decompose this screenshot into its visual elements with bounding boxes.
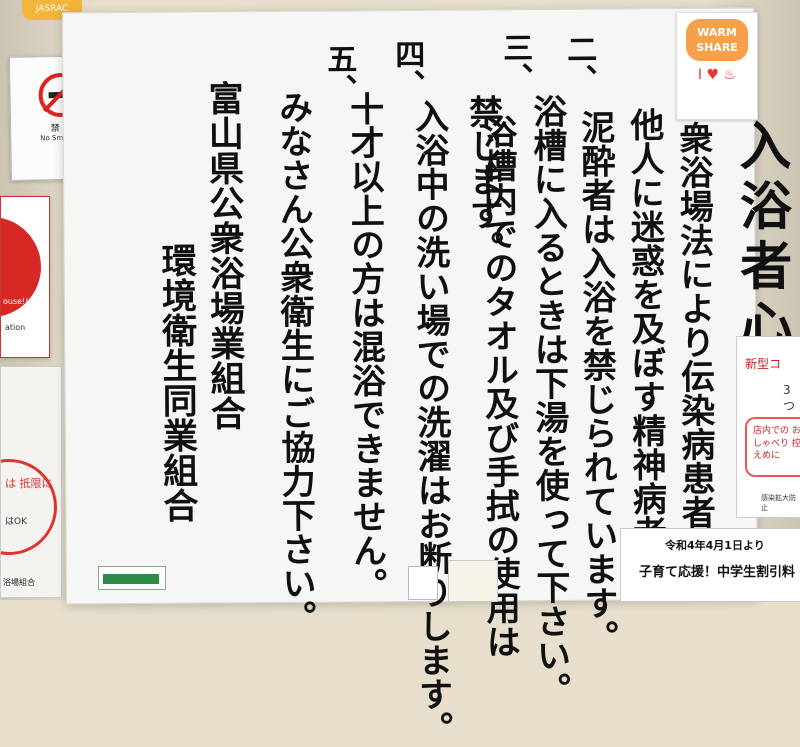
- item-3-number: 三、: [497, 32, 533, 93]
- item-3-line-1: 禁じます。: [462, 94, 504, 265]
- left-notice-ok: はOK: [5, 517, 27, 527]
- item-1-line-1: 公衆浴場法により伝染病患者: [672, 86, 716, 530]
- item-1-line-2: 他人に迷惑を及ぼす精神病者: [623, 107, 667, 550]
- discount-text: 子育て応援！中学生割引料: [639, 565, 796, 580]
- warm-share-logo: WARM SHARE: [686, 19, 748, 61]
- org-name-1: 富山県公衆浴場業組合: [202, 80, 246, 431]
- student-discount-notice: 令和4年4月1日より 子育て応援！中学生割引料: [620, 528, 800, 602]
- red-sign: ouse!! ation: [0, 196, 50, 358]
- org-name-2: 環境衛生同業組合: [155, 242, 199, 523]
- left-notice-footer: 浴場組合: [3, 578, 35, 587]
- covid-notice: 新型コ 3つ 店内での おしゃべり 控えめに 感染拡大防止: [736, 336, 800, 518]
- red-sign-text: ouse!!: [3, 297, 29, 306]
- item-4-line-1: 入浴中の洗い場での洗濯はお断りします。: [408, 98, 454, 745]
- item-1-line-3: 泥酔者は入浴を禁じられています。: [574, 109, 619, 654]
- covid-box: 店内での おしゃべり 控えめに: [745, 417, 800, 477]
- item-2-number: 二、: [561, 33, 597, 94]
- bath-rules-board: 入浴者心得 一、 公衆浴場法により伝染病患者 他人に迷惑を及ぼす精神病者 泥酔者…: [61, 7, 793, 745]
- discount-date: 令和4年4月1日より: [665, 539, 765, 552]
- speech-bubble-icon: [1, 459, 57, 555]
- left-notice-text: は 抵限に: [5, 477, 53, 490]
- closing-line: みなさん公衆衛生にご協力下さい。: [272, 89, 317, 634]
- item-5-line-1: 十才以上の方は混浴できません。: [343, 91, 388, 602]
- red-sign-footer: ation: [5, 323, 26, 332]
- item-2-line-1: 浴槽に入るときは下湯を使って下さい。: [526, 93, 571, 707]
- item-4-number: 四、: [389, 38, 425, 100]
- small-note-2: [448, 560, 498, 602]
- covid-footer: 感染拡大防止: [761, 494, 796, 512]
- left-notice: は 抵限に はOK 浴場組合: [0, 366, 62, 598]
- heart-icon: I ♥ ♨: [697, 67, 737, 83]
- green-label: [98, 566, 166, 590]
- covid-title: 新型コ: [745, 357, 782, 371]
- small-note: [408, 566, 438, 600]
- covid-subtitle: 3つ: [783, 383, 796, 413]
- warm-share-sticker: WARM SHARE I ♥ ♨: [676, 12, 758, 120]
